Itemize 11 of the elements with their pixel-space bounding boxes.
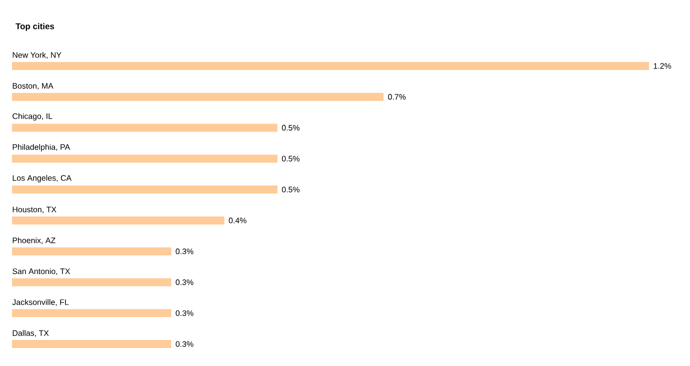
bar: [12, 62, 650, 70]
bar: [12, 154, 278, 163]
chart-title: Top cities: [16, 23, 54, 31]
bar: [12, 216, 224, 224]
bar: [12, 340, 172, 348]
bar: [12, 309, 172, 318]
bar: [12, 124, 278, 132]
bar: [12, 92, 384, 101]
bar: [12, 247, 172, 256]
bar: [12, 186, 278, 194]
bar: [12, 278, 172, 286]
